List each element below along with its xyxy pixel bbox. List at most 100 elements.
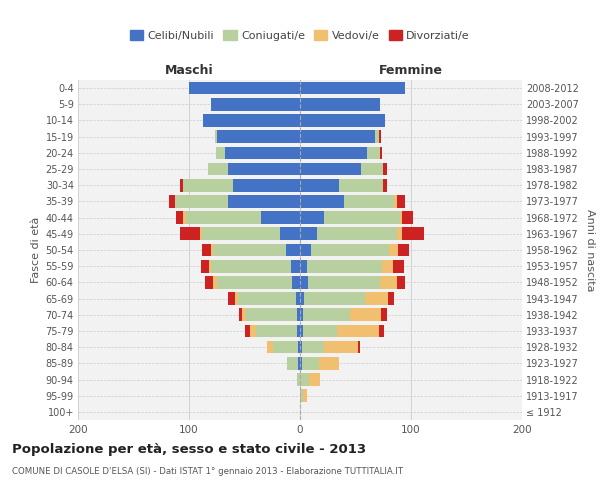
Bar <box>311 244 389 256</box>
Bar <box>235 292 238 305</box>
Bar <box>361 162 383 175</box>
Bar <box>169 195 175 207</box>
Bar <box>239 308 242 321</box>
Bar <box>300 162 361 175</box>
Bar <box>250 324 256 338</box>
Bar <box>379 324 385 338</box>
Bar <box>202 228 280 240</box>
Bar <box>256 324 296 338</box>
Bar <box>308 276 380 288</box>
Bar <box>300 146 367 159</box>
Bar <box>319 357 339 370</box>
Bar <box>300 114 385 127</box>
Bar <box>300 98 380 110</box>
Bar <box>286 244 300 256</box>
Bar <box>296 373 300 386</box>
Bar <box>245 324 250 338</box>
Legend: Celibi/Nubili, Coniugati/e, Vedovi/e, Divorziati/e: Celibi/Nubili, Coniugati/e, Vedovi/e, Di… <box>128 28 472 43</box>
Bar <box>180 228 200 240</box>
Bar <box>228 195 300 207</box>
Bar <box>298 357 300 370</box>
Bar <box>189 82 300 94</box>
Bar <box>291 260 300 272</box>
Bar <box>367 146 380 159</box>
Bar <box>300 130 376 143</box>
Bar <box>296 292 300 305</box>
Text: Femmine: Femmine <box>379 64 443 78</box>
Bar <box>300 260 307 272</box>
Bar <box>208 162 228 175</box>
Bar <box>317 228 397 240</box>
Bar <box>205 276 214 288</box>
Bar <box>184 212 185 224</box>
Bar <box>350 308 381 321</box>
Bar <box>393 260 404 272</box>
Bar <box>300 308 304 321</box>
Bar <box>211 98 300 110</box>
Bar <box>261 212 300 224</box>
Bar <box>211 260 291 272</box>
Bar <box>365 292 388 305</box>
Bar <box>215 146 224 159</box>
Bar <box>200 228 202 240</box>
Bar <box>402 212 413 224</box>
Bar <box>211 244 214 256</box>
Bar <box>309 373 320 386</box>
Bar <box>325 212 400 224</box>
Bar <box>398 244 409 256</box>
Bar <box>397 228 402 240</box>
Bar <box>233 179 300 192</box>
Bar <box>300 357 302 370</box>
Bar <box>267 341 274 353</box>
Bar <box>180 179 184 192</box>
Text: COMUNE DI CASOLE D'ELSA (SI) - Dati ISTAT 1° gennaio 2013 - Elaborazione TUTTITA: COMUNE DI CASOLE D'ELSA (SI) - Dati ISTA… <box>12 468 403 476</box>
Bar <box>358 341 360 353</box>
Bar <box>296 324 300 338</box>
Bar <box>224 146 300 159</box>
Bar <box>298 341 300 353</box>
Bar <box>300 244 311 256</box>
Bar <box>203 114 300 127</box>
Bar <box>383 162 386 175</box>
Bar <box>304 324 337 338</box>
Bar <box>245 308 296 321</box>
Bar <box>344 195 394 207</box>
Bar <box>296 308 300 321</box>
Bar <box>214 276 217 288</box>
Bar <box>300 276 308 288</box>
Bar <box>388 292 394 305</box>
Bar <box>382 260 393 272</box>
Bar <box>304 390 307 402</box>
Bar <box>302 341 325 353</box>
Bar <box>217 276 292 288</box>
Bar <box>300 212 325 224</box>
Bar <box>242 308 245 321</box>
Bar <box>402 228 424 240</box>
Bar <box>292 276 300 288</box>
Bar <box>380 146 382 159</box>
Bar <box>325 341 358 353</box>
Bar <box>379 130 381 143</box>
Bar <box>201 260 209 272</box>
Bar <box>300 324 304 338</box>
Bar <box>175 195 228 207</box>
Bar <box>300 228 317 240</box>
Bar <box>302 357 319 370</box>
Bar <box>176 212 184 224</box>
Bar <box>300 82 406 94</box>
Bar <box>380 276 397 288</box>
Y-axis label: Anni di nascita: Anni di nascita <box>584 208 595 291</box>
Bar <box>307 260 382 272</box>
Bar <box>215 130 217 143</box>
Bar <box>383 179 386 192</box>
Text: Popolazione per età, sesso e stato civile - 2013: Popolazione per età, sesso e stato civil… <box>12 442 366 456</box>
Bar <box>228 162 300 175</box>
Bar <box>238 292 296 305</box>
Bar <box>300 390 304 402</box>
Bar <box>381 308 386 321</box>
Bar <box>304 308 350 321</box>
Bar <box>209 260 211 272</box>
Bar <box>300 179 339 192</box>
Bar <box>397 276 406 288</box>
Bar <box>304 292 365 305</box>
